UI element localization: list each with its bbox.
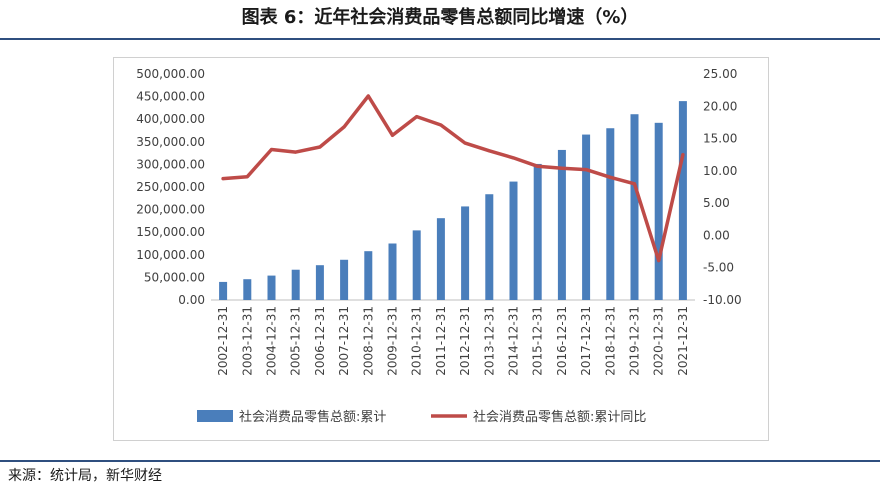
- line-point: [294, 150, 298, 154]
- y-left-tick-label: 200,000.00: [136, 203, 205, 217]
- line-point: [512, 156, 515, 160]
- x-tick-label: 2017-12-31: [579, 306, 593, 376]
- y-right-tick-label: 20.00: [703, 99, 737, 113]
- x-tick-label: 2005-12-31: [289, 306, 303, 376]
- x-tick-label: 2012-12-31: [458, 306, 472, 376]
- x-tick-label: 2009-12-31: [386, 306, 400, 376]
- x-tick-label: 2006-12-31: [313, 306, 327, 376]
- y-right-tick-label: 5.00: [703, 196, 730, 210]
- y-right-tick-label: -5.00: [703, 261, 734, 275]
- y-left-tick-label: 400,000.00: [136, 112, 205, 126]
- line-point: [270, 148, 273, 152]
- line-point: [245, 175, 249, 179]
- bar: [340, 259, 349, 300]
- combo-chart: 0.00 50,000.00 100,000.00 150,000.00 200,000…: [136, 67, 742, 425]
- legend-line-label: 社会消费品零售总额:累计同比: [473, 409, 646, 425]
- x-tick-label: 2016-12-31: [555, 306, 569, 376]
- y-left-tick-label: 450,000.00: [136, 90, 205, 104]
- bar: [485, 194, 494, 300]
- line-point: [584, 168, 588, 172]
- line-point: [681, 153, 685, 157]
- y-right-tick-label: 25.00: [703, 67, 737, 81]
- bar: [606, 128, 615, 300]
- line-point: [342, 125, 346, 129]
- line-point: [463, 141, 467, 145]
- bar: [678, 101, 687, 300]
- y-right-tick-label: 10.00: [703, 164, 737, 178]
- bar: [461, 206, 470, 300]
- x-tick-label: 2003-12-31: [240, 306, 254, 376]
- x-tick-label: 2008-12-31: [361, 306, 375, 376]
- bar: [243, 279, 252, 300]
- y-left-tick-label: 100,000.00: [136, 248, 205, 262]
- bar: [654, 122, 663, 300]
- x-tick-label: 2007-12-31: [337, 306, 351, 376]
- y-left-tick-label: 50,000.00: [144, 270, 205, 284]
- bar: [630, 114, 639, 300]
- line-point: [391, 133, 394, 137]
- y-right-tick-label: 0.00: [703, 228, 730, 242]
- chart-frame: 0.00 50,000.00 100,000.00 150,000.00 200,000…: [113, 57, 769, 441]
- y-right-tick-label: 15.00: [703, 132, 737, 146]
- y-left-tick-label: 350,000.00: [136, 135, 205, 149]
- line-point: [318, 145, 322, 149]
- source-note: 来源：统计局，新华财经: [8, 468, 162, 484]
- x-tick-label: 2021-12-31: [676, 306, 690, 376]
- y-left-tick-label: 0.00: [178, 293, 205, 307]
- bar: [291, 269, 300, 300]
- bar: [267, 275, 276, 300]
- bar: [364, 251, 373, 300]
- x-tick-label: 2020-12-31: [652, 306, 666, 376]
- x-tick-label: 2004-12-31: [265, 306, 279, 376]
- bar: [388, 243, 397, 300]
- bottom-rule: [0, 460, 880, 462]
- legend-bar-label: 社会消费品零售总额:累计: [239, 409, 386, 425]
- line-point: [657, 259, 661, 263]
- line-point: [439, 123, 443, 127]
- x-tick-label: 2018-12-31: [603, 306, 617, 376]
- bar: [436, 218, 445, 300]
- chart-title: 图表 6：近年社会消费品零售总额同比增速（%）: [241, 7, 639, 28]
- x-tick-label: 2011-12-31: [434, 306, 448, 376]
- growth-line: [221, 94, 685, 263]
- line-point: [608, 175, 612, 179]
- line-point: [560, 166, 564, 170]
- x-tick-label: 2010-12-31: [410, 306, 424, 376]
- y-left-tick-label: 250,000.00: [136, 180, 205, 194]
- y-right-tick-label: -10.00: [703, 293, 742, 307]
- line-point: [536, 164, 540, 168]
- bar: [315, 265, 324, 300]
- bar: [509, 181, 518, 300]
- legend-bar-swatch: [197, 410, 233, 422]
- bar: [412, 230, 421, 300]
- line-point: [221, 177, 225, 181]
- bar: [219, 281, 228, 300]
- y-left-tick-label: 150,000.00: [136, 225, 205, 239]
- x-tick-label: 2015-12-31: [531, 306, 545, 376]
- bar: [582, 134, 591, 300]
- x-tick-label: 2019-12-31: [628, 306, 642, 376]
- top-rule: [0, 38, 880, 40]
- line-point: [633, 182, 636, 186]
- x-tick-label: 2014-12-31: [507, 306, 521, 376]
- bar: [533, 163, 542, 300]
- bar: [557, 149, 566, 300]
- line-point: [366, 94, 370, 98]
- y-left-tick-label: 500,000.00: [136, 67, 205, 81]
- y-left-tick-label: 300,000.00: [136, 157, 205, 171]
- x-tick-label: 2002-12-31: [216, 306, 230, 376]
- line-point: [487, 149, 491, 153]
- x-tick-label: 2013-12-31: [482, 306, 496, 376]
- line-point: [415, 115, 419, 119]
